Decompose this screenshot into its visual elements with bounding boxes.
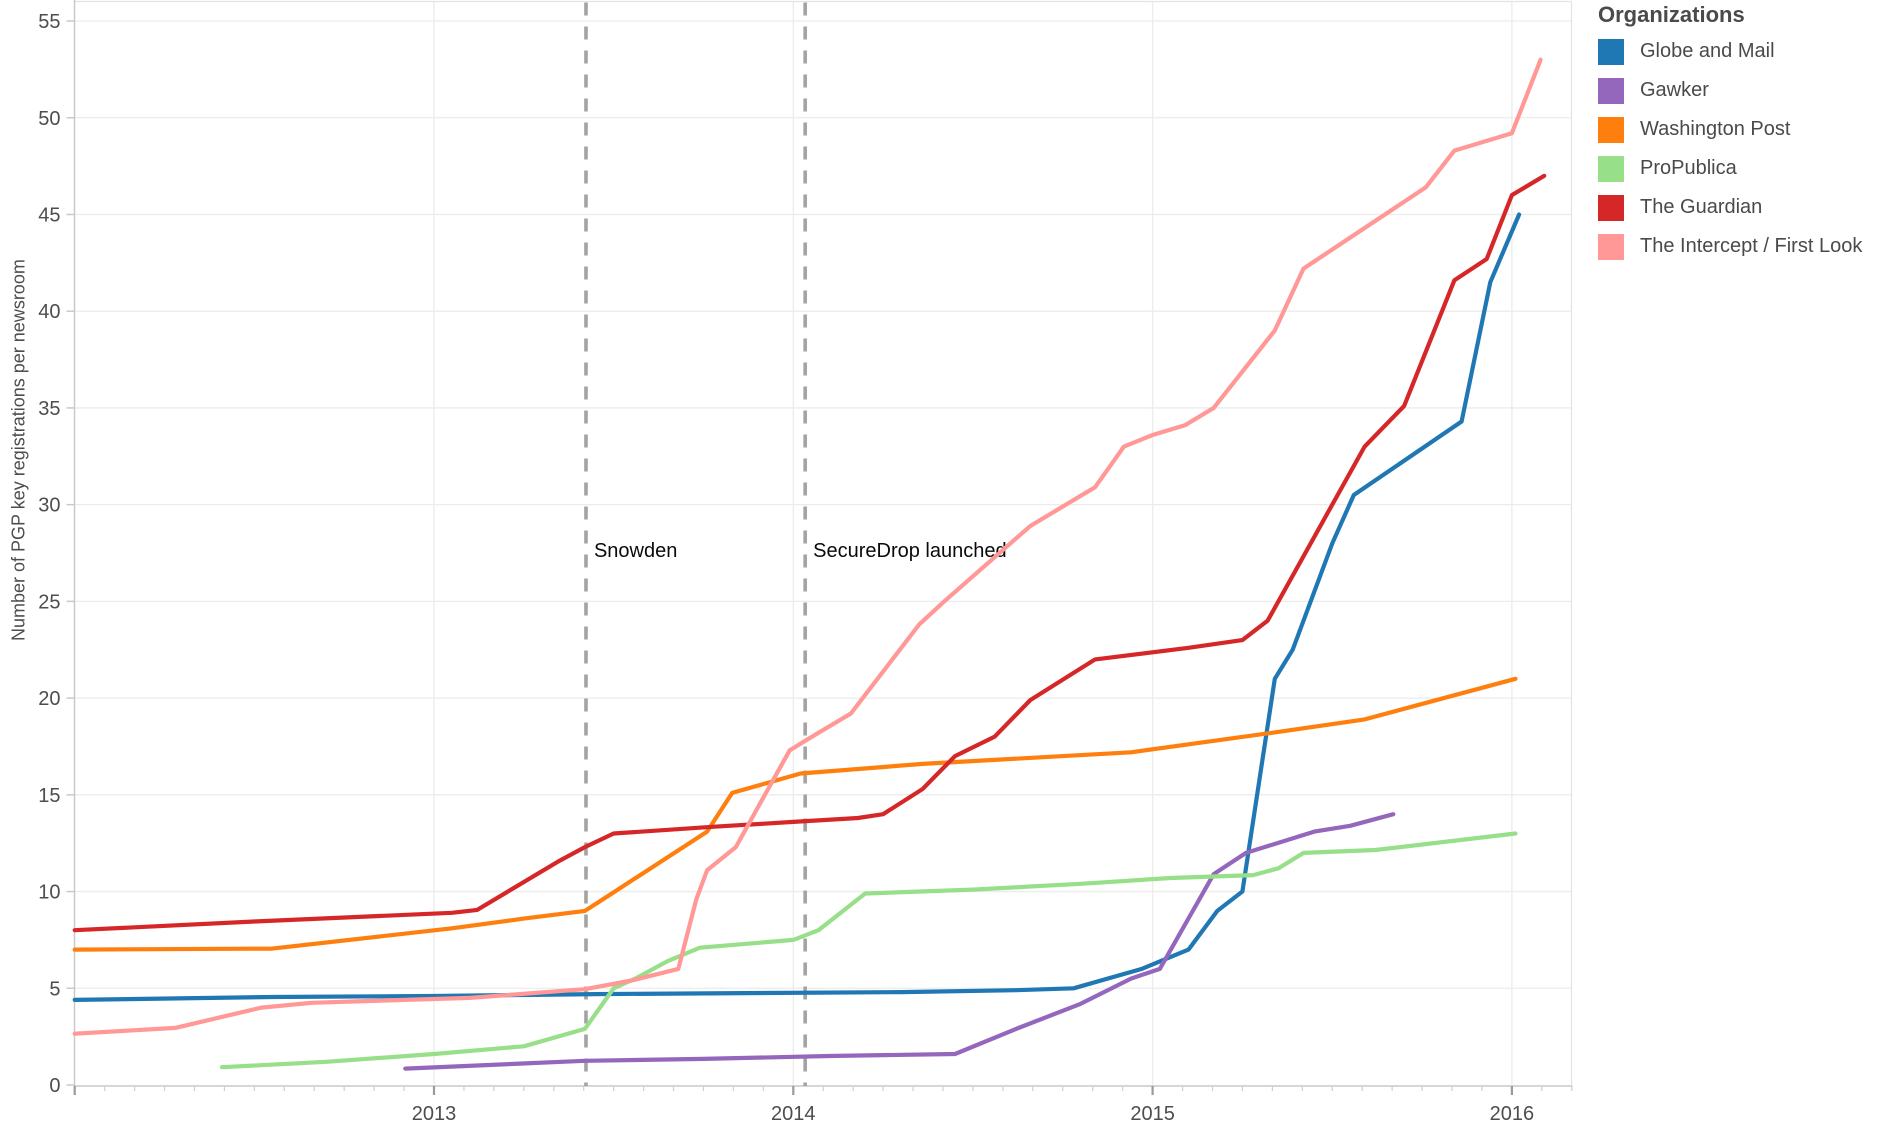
- x-tick-label: 2015: [1130, 1103, 1175, 1125]
- x-tick-label: 2014: [771, 1103, 816, 1125]
- legend-item-washington-post[interactable]: Washington Post: [1598, 116, 1888, 143]
- y-tick-label: 45: [38, 204, 60, 226]
- series-line-gawker[interactable]: [403, 812, 1396, 1071]
- legend-item-label: ProPublica: [1640, 157, 1737, 179]
- legend-item-label: The Guardian: [1640, 196, 1763, 218]
- y-tick-label: 15: [38, 785, 60, 807]
- legend-item-the-intercept-first-look[interactable]: The Intercept / First Look: [1598, 233, 1888, 260]
- legend-swatch: [1598, 116, 1624, 143]
- y-tick-label: 0: [49, 1075, 60, 1097]
- legend-swatch: [1598, 38, 1624, 65]
- series-line-the-guardian[interactable]: [72, 173, 1547, 933]
- legend: Organizations Globe and Mail Gawker Washin…: [1598, 2, 1888, 272]
- y-tick-label: 20: [38, 688, 60, 710]
- annotation-label: SecureDrop launched: [813, 540, 1006, 562]
- x-tick-label: 2016: [1490, 1103, 1535, 1125]
- legend-item-globe-and-mail[interactable]: Globe and Mail: [1598, 38, 1888, 65]
- series-line-globe-and-mail[interactable]: [72, 212, 1522, 1002]
- series-line-washington-post[interactable]: [72, 676, 1518, 952]
- legend-swatch: [1598, 194, 1624, 221]
- legend-item-label: The Intercept / First Look: [1640, 235, 1863, 257]
- y-tick-label: 25: [38, 591, 60, 613]
- y-tick-label: 35: [38, 398, 60, 420]
- legend-swatch: [1598, 233, 1624, 260]
- annotation-label: Snowden: [594, 540, 677, 562]
- series-line-propublica[interactable]: [219, 831, 1518, 1070]
- y-axis-title: Number of PGP key registrations per news…: [8, 259, 29, 641]
- y-tick-label: 30: [38, 495, 60, 517]
- y-tick-label: 10: [38, 882, 60, 904]
- legend-item-gawker[interactable]: Gawker: [1598, 77, 1888, 104]
- y-tick-label: 50: [38, 108, 60, 130]
- legend-items: Globe and Mail Gawker Washington Post ProPu…: [1598, 38, 1888, 260]
- legend-swatch: [1598, 155, 1624, 182]
- legend-swatch: [1598, 77, 1624, 104]
- legend-item-propublica[interactable]: ProPublica: [1598, 155, 1888, 182]
- y-tick-label: 55: [38, 11, 60, 33]
- y-tick-label: 40: [38, 301, 60, 323]
- y-tick-label: 5: [49, 978, 60, 1000]
- legend-item-label: Washington Post: [1640, 118, 1791, 140]
- series-line-the-intercept-first-look[interactable]: [72, 57, 1543, 1036]
- legend-item-label: Gawker: [1640, 79, 1709, 101]
- legend-item-the-guardian[interactable]: The Guardian: [1598, 194, 1888, 221]
- legend-title: Organizations: [1598, 2, 1745, 27]
- legend-item-label: Globe and Mail: [1640, 40, 1775, 62]
- x-tick-label: 2013: [412, 1103, 457, 1125]
